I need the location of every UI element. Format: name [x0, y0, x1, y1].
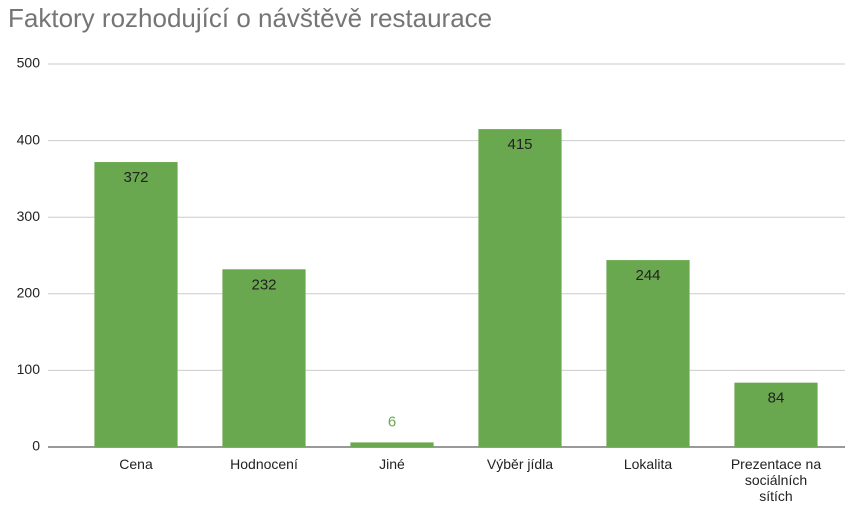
data-label: 244: [635, 267, 660, 284]
x-tick-label: Jiné: [379, 456, 405, 472]
data-label: 415: [507, 136, 532, 153]
data-label: 6: [388, 413, 396, 430]
x-tick-label: Cena: [119, 456, 153, 472]
x-tick-label: Prezentace na sociálních sítích: [731, 456, 821, 504]
bar: [478, 129, 562, 448]
y-tick-label: 400: [17, 131, 41, 147]
y-tick-label: 200: [17, 285, 41, 301]
x-tick-label: Lokalita: [624, 456, 672, 472]
bar: [94, 162, 178, 447]
y-tick-label: 0: [32, 438, 40, 454]
data-label: 372: [123, 169, 148, 186]
bar: [350, 442, 434, 447]
data-label: 84: [768, 390, 785, 407]
bar: [222, 269, 306, 447]
y-tick-label: 300: [17, 208, 41, 224]
y-tick-label: 500: [17, 55, 41, 71]
chart-title: Faktory rozhodující o návštěvě restaurac…: [8, 3, 492, 33]
bar: [734, 382, 818, 447]
x-tick-label: Hodnocení: [230, 456, 298, 472]
data-label: 232: [251, 276, 276, 293]
x-tick-label: Výběr jídla: [487, 456, 553, 472]
y-tick-label: 100: [17, 361, 41, 377]
bar: [606, 260, 690, 447]
